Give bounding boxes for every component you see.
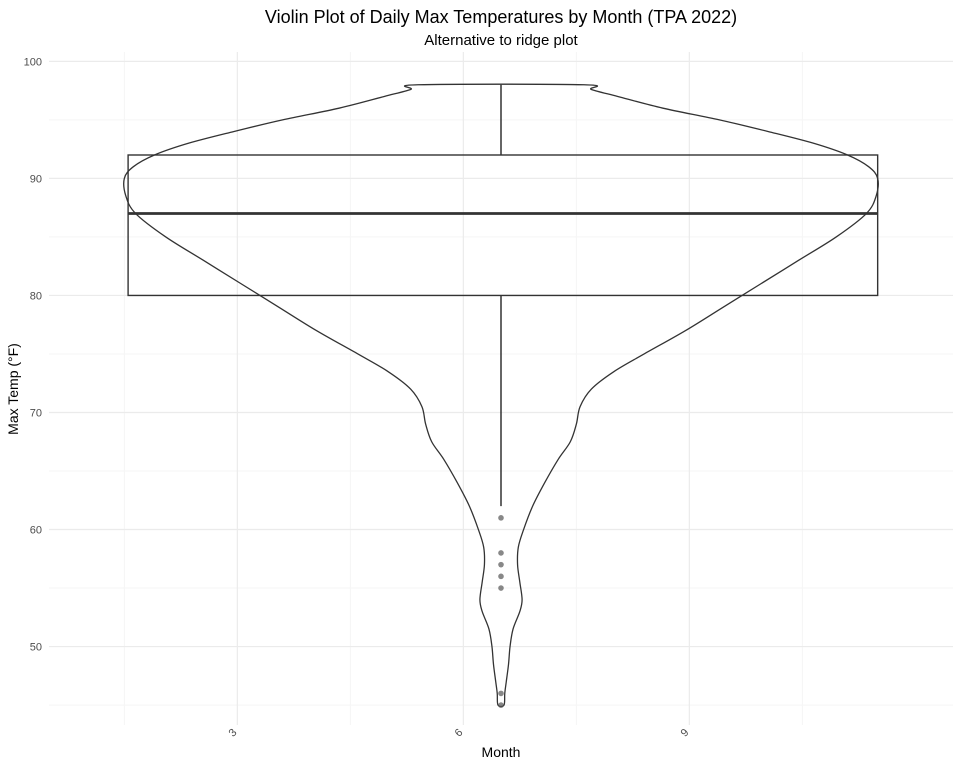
x-axis-title: Month <box>482 744 521 760</box>
tick-layer: 50 60 70 80 90 100 3 6 9 <box>24 56 692 739</box>
y-axis-title: Max Temp (°F) <box>5 343 21 435</box>
outlier-layer <box>498 515 504 708</box>
y-tick-label: 60 <box>30 525 42 537</box>
iqr-box <box>127 154 879 297</box>
outlier-point <box>498 515 504 521</box>
x-tick-label: 9 <box>679 727 692 740</box>
outlier-point <box>498 573 504 580</box>
y-tick-label: 90 <box>30 173 42 185</box>
outlier-point <box>498 585 504 591</box>
chart-subtitle: Alternative to ridge plot <box>424 32 578 49</box>
outlier-point <box>498 550 504 556</box>
outlier-point <box>498 702 504 708</box>
outlier-point <box>498 561 504 568</box>
chart-title: Violin Plot of Daily Max Temperatures by… <box>265 7 737 27</box>
x-tick-label: 3 <box>227 727 240 740</box>
violin-outline <box>123 83 879 708</box>
y-tick-label: 80 <box>30 290 42 302</box>
y-tick-label: 50 <box>30 642 42 654</box>
x-tick-label: 6 <box>453 727 466 740</box>
boxplot-layer <box>127 84 879 507</box>
y-tick-label: 100 <box>24 56 42 68</box>
outlier-point <box>498 690 504 697</box>
violin-layer <box>123 83 879 708</box>
y-tick-label: 70 <box>30 407 42 419</box>
